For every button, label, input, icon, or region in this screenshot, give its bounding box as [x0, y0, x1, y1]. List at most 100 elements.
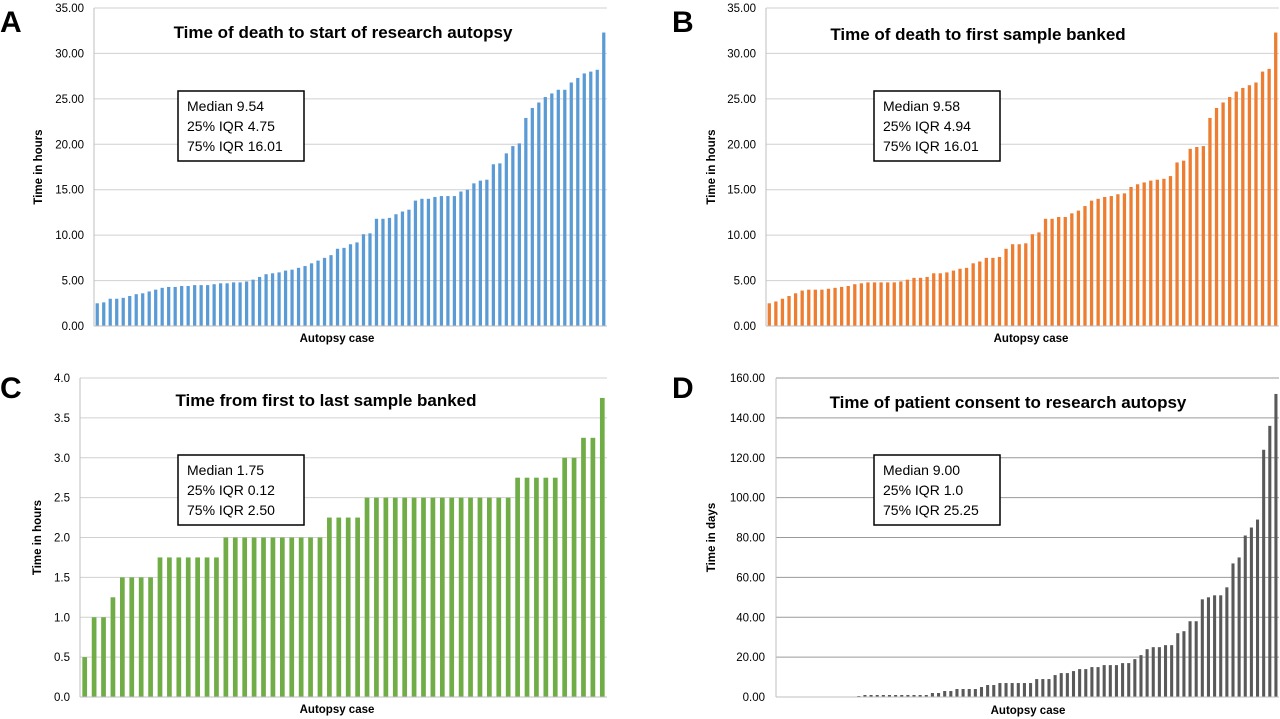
panel-a-bar: [595, 69, 599, 326]
panel-b-bar: [984, 257, 988, 326]
panel-a-bar: [212, 284, 216, 326]
panel-a-bar: [121, 297, 125, 326]
panel-d-bar: [979, 687, 984, 697]
panel-b-bar: [1089, 200, 1094, 326]
panel-b-bar: [1010, 244, 1015, 326]
panel-c-bar: [571, 457, 577, 697]
panel-b-bar: [1096, 198, 1100, 326]
panel-c-bar: [261, 537, 266, 697]
panel-a-bar: [238, 282, 242, 326]
panel-c-bar: [185, 557, 191, 697]
panel-d-bar: [1194, 621, 1198, 697]
panel-b-letter: B: [672, 6, 694, 39]
panel-c-bar: [562, 457, 568, 697]
panel-b-bar: [1254, 82, 1258, 326]
panel-a-bar: [108, 298, 112, 326]
panel-a-bar: [270, 273, 275, 326]
panel-d-bar: [943, 691, 947, 697]
panel-b-bar: [932, 273, 936, 326]
panel-a-bar: [283, 270, 288, 326]
panel-a-bar: [199, 285, 203, 326]
panel-c-bar: [581, 437, 586, 697]
panel-b-title: Time of death to first sample banked: [830, 25, 1125, 44]
panel-b-bar: [1241, 87, 1245, 326]
panel-a-stats-line: Median 9.54: [187, 98, 264, 114]
panel-d-bar: [1059, 673, 1063, 697]
panel-b-bar: [826, 288, 831, 326]
panel-b-bar: [918, 277, 923, 326]
panel-b-y-axis-label: Time in hours: [706, 129, 718, 204]
panel-a-ytick-label: 10.00: [55, 230, 84, 242]
panel-a-bar: [277, 272, 281, 326]
panel-b-bar: [780, 298, 785, 326]
panel-d-stats-line: 75% IQR 25.25: [883, 502, 979, 518]
panel-a-bar: [147, 291, 151, 326]
panel-b-bar: [1057, 216, 1061, 326]
panel-a-bar: [193, 285, 197, 326]
panel-c-ytick-label: 0.5: [54, 652, 70, 664]
panel-a-bar: [154, 289, 158, 326]
panel-b-bar: [1221, 102, 1225, 327]
panel-a-ytick-label: 0.00: [62, 321, 84, 333]
panel-c-ytick-label: 2.0: [54, 533, 70, 545]
panel-b-bar: [978, 261, 982, 326]
panel-d-bar: [900, 695, 904, 697]
panel-a-bar: [504, 153, 508, 326]
panel-b-bar: [1017, 244, 1021, 326]
panel-c-bar: [449, 497, 455, 698]
panel-c-bar: [439, 497, 445, 698]
panel-d-bar: [1065, 673, 1069, 697]
panel-b-bar: [1122, 193, 1127, 326]
panel-d-bar: [961, 689, 965, 697]
panel-d-bar: [1231, 563, 1235, 697]
panel-c-bar: [383, 497, 389, 698]
panel-d-bar: [1047, 679, 1051, 697]
panel-b-bar: [958, 268, 962, 326]
panel-b-bar: [1188, 148, 1192, 326]
panel-b-bar: [1260, 71, 1265, 326]
panel-d-bar: [1139, 655, 1143, 697]
panel-a-bar: [537, 102, 541, 327]
panel-b-bar: [1142, 182, 1146, 326]
panel-b-bar: [833, 287, 837, 326]
panel-c-bar: [110, 597, 116, 697]
panel-d-bar: [1078, 669, 1082, 697]
panel-d-bar: [937, 693, 941, 697]
panel-c-bar: [336, 517, 342, 697]
panel-d-bar: [1182, 631, 1186, 697]
panel-c-bar: [458, 497, 464, 698]
panel-c-bar: [411, 497, 417, 698]
panel-b-bar: [774, 301, 778, 326]
panel-c-bar: [505, 497, 511, 698]
panel-c-bar: [195, 557, 200, 697]
panel-a-ytick-label: 30.00: [55, 48, 84, 60]
panel-d-bar: [863, 695, 867, 697]
panel-c-bar: [534, 477, 539, 697]
panel-c-letter: C: [0, 372, 22, 405]
panel-a-stats-line: 75% IQR 16.01: [187, 138, 283, 154]
panel-b-bar: [1030, 234, 1035, 326]
panel-c-ytick-label: 3.5: [54, 413, 70, 425]
panel-d-bar: [1041, 679, 1045, 697]
panel-d-y-axis-label: Time in days: [706, 503, 718, 572]
panel-c-ytick-label: 2.5: [54, 493, 70, 505]
panel-b-stats-line: 75% IQR 16.01: [883, 138, 979, 154]
panel-b-bar: [1155, 179, 1159, 326]
panel-a-ytick-label: 35.00: [55, 3, 84, 15]
panel-b-stats-line: Median 9.58: [883, 98, 960, 114]
panel-a-bar: [517, 143, 521, 326]
panel-a-bar: [387, 217, 392, 326]
panel-d-bar: [967, 689, 971, 697]
panel-d-bar: [1071, 671, 1076, 697]
panel-b-bar: [859, 283, 864, 326]
panel-a-bar: [394, 214, 398, 326]
panel-d-letter: D: [672, 372, 694, 405]
panel-c-x-axis-label: Autopsy case: [300, 704, 375, 716]
panel-c-y-axis-label: Time in hours: [32, 500, 44, 575]
panel-c-bar: [317, 537, 323, 697]
panel-d-bar: [1121, 663, 1125, 697]
panel-d-bar: [918, 695, 922, 697]
panel-d-x-axis-label: Autopsy case: [991, 705, 1066, 717]
panel-c-bar: [327, 517, 332, 697]
panel-d-bar: [1249, 527, 1253, 697]
